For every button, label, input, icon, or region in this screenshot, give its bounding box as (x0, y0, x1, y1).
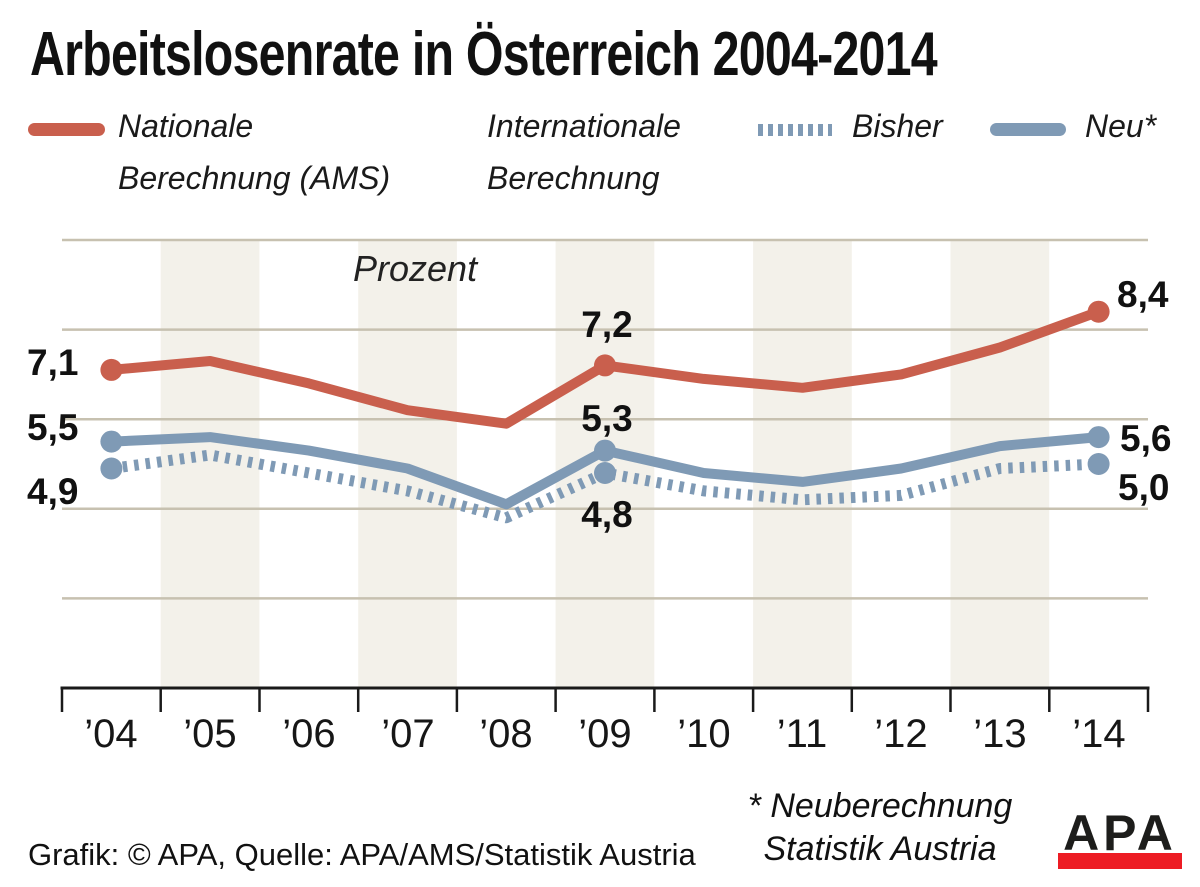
year-stripe (160, 240, 260, 688)
point-label-national-2014: 8,4 (1117, 274, 1169, 315)
point-label-neu-2004: 5,5 (27, 407, 79, 448)
x-tick-label-2010: ’10 (677, 712, 731, 756)
x-tick-label-2014: ’14 (1072, 712, 1126, 756)
point-label-bisher-2004: 4,9 (27, 471, 79, 512)
legend-label-neu: Neu* (1085, 108, 1157, 144)
x-tick-label-2011: ’11 (776, 712, 828, 756)
x-tick-label-2009: ’09 (578, 712, 632, 756)
point-label-national-2004: 7,1 (27, 342, 79, 383)
legend-label-national-line2: Berechnung (AMS) (118, 160, 391, 196)
x-tick-label-2004: ’04 (84, 712, 138, 756)
x-tick-label-2013: ’13 (973, 712, 1027, 756)
legend-label-international-line2: Berechnung (487, 160, 660, 196)
x-tick-label-2012: ’12 (874, 712, 928, 756)
data-point-neu-2004 (100, 430, 123, 453)
point-label-neu-2009: 5,3 (581, 398, 633, 439)
apa-logo-red-bar (1058, 853, 1182, 869)
point-label-bisher-2009: 4,8 (581, 494, 633, 535)
legend-label-bisher: Bisher (852, 108, 943, 144)
legend-swatch-bisher-dotted-line (758, 124, 832, 136)
year-stripe (753, 240, 852, 688)
data-point-national-2009 (594, 354, 616, 377)
data-point-neu-2009 (594, 439, 616, 462)
data-point-bisher-2004 (100, 457, 123, 480)
footer-credit: Grafik: © APA, Quelle: APA/AMS/Statistik… (28, 837, 696, 872)
data-point-bisher-2009 (594, 462, 616, 484)
data-point-national-2004 (100, 358, 123, 381)
apa-logo: APA (1058, 805, 1182, 869)
x-tick-label-2005: ’05 (183, 712, 237, 756)
legend-swatch-neu-line (990, 123, 1066, 136)
x-tick-label-2008: ’08 (479, 712, 533, 756)
data-point-national-2014 (1087, 300, 1110, 323)
y-axis-unit-label: Prozent (353, 248, 478, 289)
page-title: Arbeitslosenrate in Österreich 2004-2014 (30, 20, 938, 89)
footnote: * Neuberechnung Statistik Austria (700, 785, 1060, 871)
point-label-national-2009: 7,2 (581, 304, 633, 345)
legend-label-national-line1: Nationale (118, 108, 254, 144)
legend-label-national: Nationale Berechnung (AMS) (118, 100, 390, 204)
footnote-line1: * Neuberechnung (747, 787, 1013, 825)
point-label-bisher-2014: 5,0 (1118, 467, 1170, 508)
footnote-line2: Statistik Austria (763, 830, 997, 868)
point-label-neu-2014: 5,6 (1120, 418, 1172, 459)
x-tick-label-2007: ’07 (381, 712, 435, 756)
data-point-bisher-2014 (1087, 453, 1110, 475)
x-tick-label-2006: ’06 (282, 712, 336, 756)
legend-label-international: Internationale Berechnung (487, 100, 681, 204)
data-point-neu-2014 (1087, 426, 1110, 449)
legend-swatch-national-line (28, 123, 105, 136)
apa-logo-text: APA (1063, 805, 1177, 861)
legend-label-international-line1: Internationale (487, 108, 681, 144)
series-line-bisher (110, 449, 1099, 524)
